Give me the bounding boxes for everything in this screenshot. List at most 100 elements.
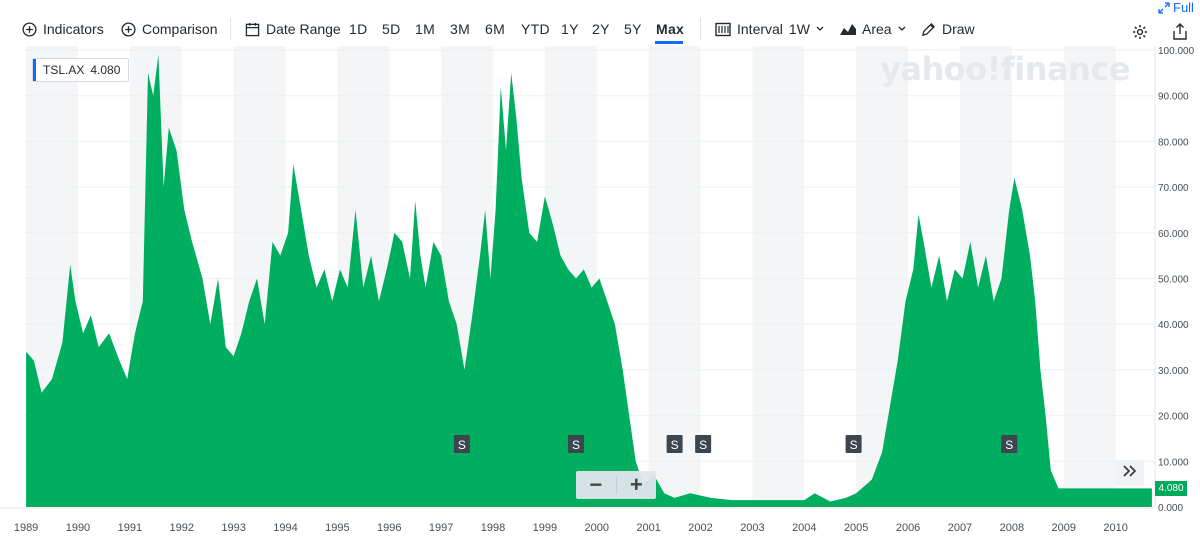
split-event-marker[interactable]: S [568,435,585,453]
indicators-label: Indicators [43,21,104,37]
date-range-label: Date Range [266,21,341,37]
range-max[interactable]: Max [656,21,685,37]
range-1y[interactable]: 1Y [561,21,579,37]
draw-button[interactable]: Draw [921,19,975,39]
year-band [752,46,805,507]
split-marker-label: S [458,438,466,452]
area-chart-icon [840,22,856,36]
x-tick-label: 1996 [377,522,401,534]
legend-color-bar [33,59,36,81]
zoom-in-button[interactable]: + [629,472,643,497]
indicators-button[interactable]: Indicators [22,19,104,39]
year-band [1063,46,1116,507]
split-event-marker[interactable]: S [666,435,683,453]
x-tick-label: 1995 [325,522,349,534]
zoom-control: − + [576,471,656,499]
calendar-icon [245,22,260,37]
toolbar-divider [230,18,231,40]
split-event-marker[interactable]: S [1001,435,1018,453]
fullscreen-button[interactable]: Full [1158,0,1194,15]
chart-area[interactable]: S S S S S S 0.000 10.000 20.000 30.000 40.000 50.0… [0,46,1200,545]
split-event-marker[interactable]: S [845,435,862,453]
price-chart-svg: S S S S S S 0.000 10.000 20.000 30.000 40.000 50.0… [0,46,1195,534]
symbol-legend[interactable]: TSL.AX 4.080 [32,58,130,82]
x-tick-label: 2010 [1103,522,1127,534]
x-tick-label: 2004 [792,522,816,534]
x-tick-label: 2008 [1000,522,1024,534]
x-tick-label: 2001 [636,522,660,534]
y-tick-label: 100.000 [1158,46,1195,57]
x-tick-label: 1994 [273,522,297,534]
x-tick-label: 2007 [948,522,972,534]
x-tick-label: 2000 [585,522,609,534]
comparison-button[interactable]: Comparison [121,19,217,39]
chart-toolbar: Indicators Comparison Date Range 1D 5D 1… [0,0,1200,46]
split-marker-label: S [1005,438,1013,452]
plus-circle-icon [22,21,37,37]
y-tick-label: 40.000 [1158,320,1189,331]
y-tick-label: 60.000 [1158,229,1189,240]
zoom-divider [615,476,617,494]
x-tick-label: 1990 [66,522,90,534]
share-icon[interactable] [1173,23,1187,40]
x-tick-label: 1992 [169,522,193,534]
x-tick-label: 1989 [14,522,38,534]
split-marker-box [666,435,683,453]
y-tick-label: 80.000 [1158,137,1189,148]
chart-type-dropdown[interactable]: Area [840,19,906,39]
x-tick-label: 2005 [844,522,868,534]
range-2y[interactable]: 2Y [592,21,610,37]
legend-value: 4.080 [90,63,121,77]
legend-symbol: TSL.AX [43,63,85,77]
toolbar-divider [700,18,701,40]
split-event-marker[interactable]: S [695,435,712,453]
x-tick-label: 2006 [896,522,920,534]
double-chevron-right-icon [1122,464,1138,482]
split-marker-box [568,435,585,453]
settings-gear-icon[interactable] [1132,24,1148,40]
expand-icon [1158,1,1170,14]
split-marker-box [695,435,712,453]
x-tick-label: 1993 [221,522,245,534]
x-tick-label: 2009 [1051,522,1075,534]
last-price-badge: 4.080 [1155,481,1187,496]
interval-label: Interval [737,21,783,37]
y-tick-label: 0.000 [1158,503,1183,514]
pencil-icon [921,22,936,37]
x-tick-label: 1991 [118,522,142,534]
y-tick-label: 50.000 [1158,275,1189,286]
split-marker-box [1001,435,1018,453]
plus-circle-icon [121,21,136,37]
x-tick-label: 1997 [429,522,453,534]
interval-dropdown[interactable]: Interval 1W [715,19,824,39]
chevron-down-icon [816,26,824,32]
range-5d[interactable]: 5D [382,21,401,37]
y-tick-label: 10.000 [1158,457,1189,468]
split-marker-label: S [572,438,580,452]
split-marker-label: S [699,438,707,452]
range-ytd[interactable]: YTD [521,21,550,37]
range-6m[interactable]: 6M [485,21,506,37]
range-3m[interactable]: 3M [450,21,471,37]
y-tick-label: 90.000 [1158,92,1189,103]
split-marker-box [845,435,862,453]
x-tick-label: 2003 [740,522,764,534]
range-1m[interactable]: 1M [415,21,436,37]
candlestick-icon [715,22,731,37]
year-band [648,46,701,507]
split-marker-box [453,435,470,453]
y-tick-label: 70.000 [1158,183,1189,194]
zoom-out-button[interactable]: − [589,472,603,497]
split-event-marker[interactable]: S [453,435,470,453]
scroll-to-latest-button[interactable] [1115,460,1144,486]
fullscreen-label: Full [1173,0,1194,15]
price-area-series [26,54,1152,507]
x-tick-label: 1998 [481,522,505,534]
split-marker-label: S [671,438,679,452]
y-tick-label: 20.000 [1158,412,1189,423]
range-5y[interactable]: 5Y [624,21,642,37]
date-range-button[interactable]: Date Range [245,19,341,39]
range-1d[interactable]: 1D [349,21,368,37]
chart-type-label: Area [862,21,892,37]
active-range-indicator [655,41,683,44]
